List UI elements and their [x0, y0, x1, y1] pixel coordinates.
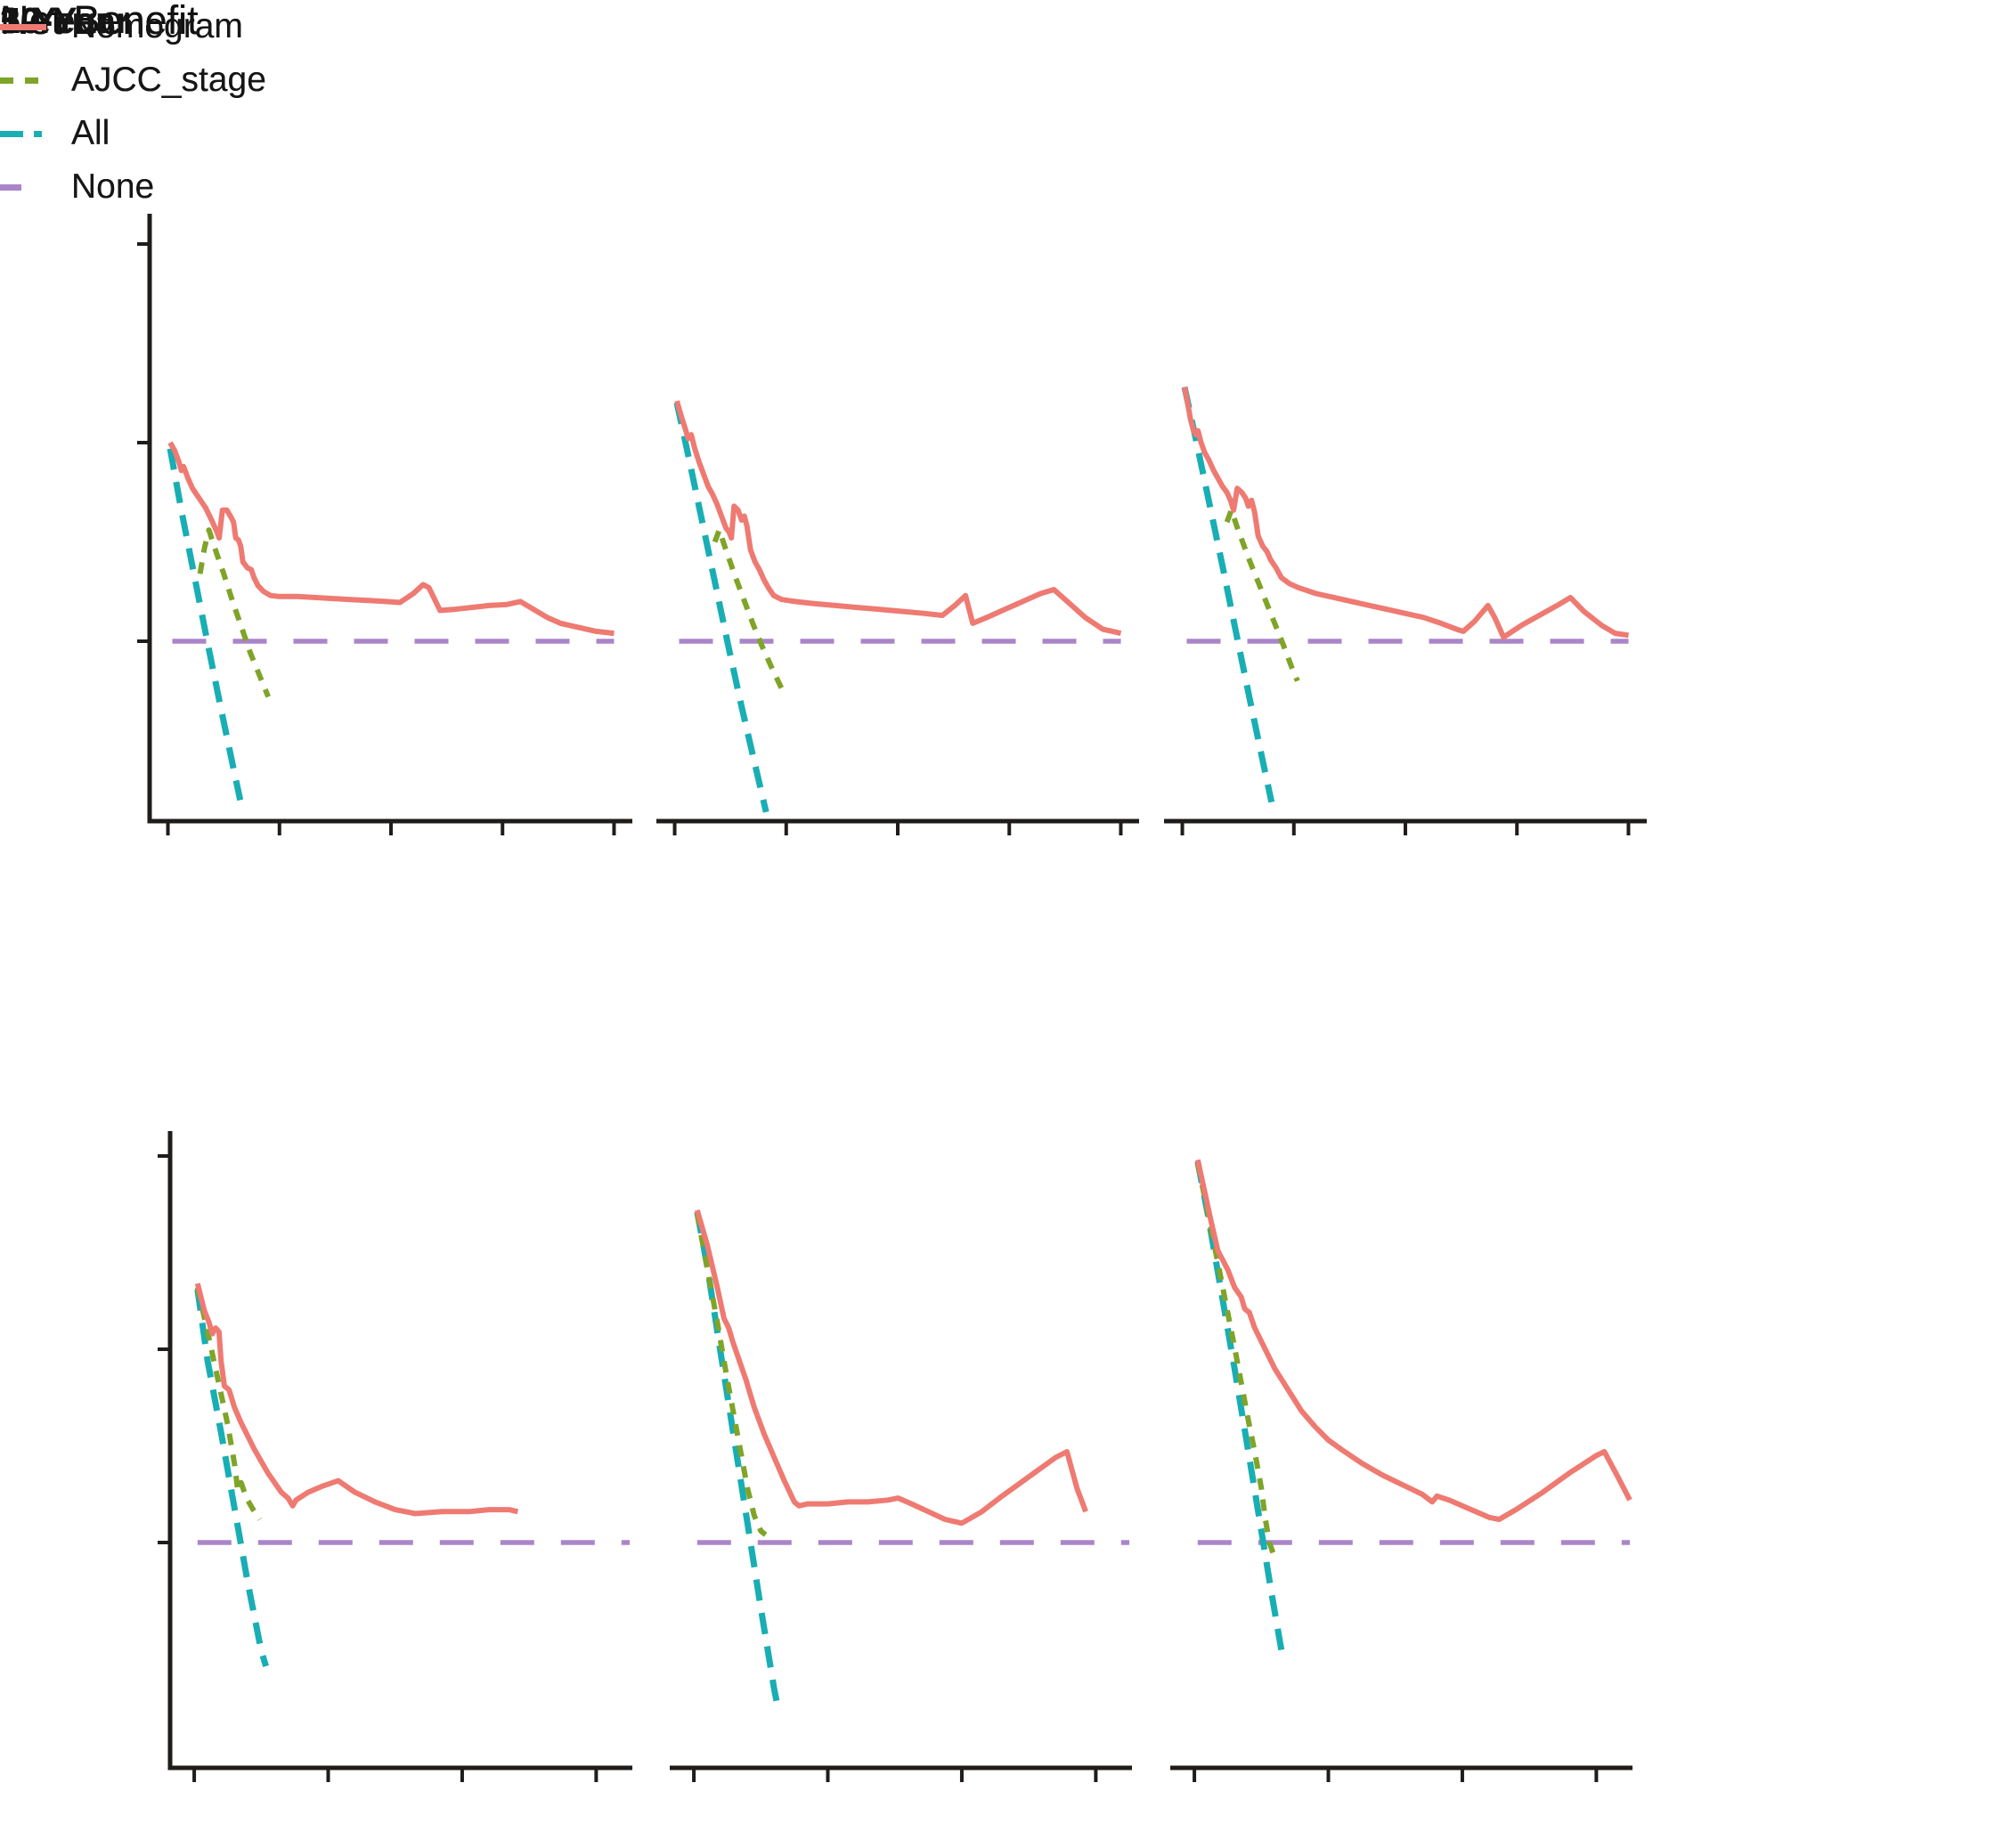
- legend-key-line-icon: [0, 184, 46, 191]
- legend-key-line-icon: [0, 24, 46, 30]
- series-ajcc-stage: [194, 1286, 263, 1521]
- null: Net Benefit: [0, 0, 199, 40]
- series-ajcc-stage: [712, 527, 785, 690]
- null: Net Benefit: [0, 0, 199, 40]
- series-all: [1181, 386, 1275, 803]
- y-axis-title-text: Net Benefit: [0, 0, 199, 43]
- null: 10-Year: [0, 0, 130, 42]
- series-all: [1194, 1160, 1285, 1652]
- series-all: [167, 448, 244, 802]
- legend-label: All: [71, 114, 110, 152]
- legend-entry-none: None: [0, 160, 266, 214]
- facet-strip-title: 5-Year: [0, 0, 110, 41]
- series-ajcc-stage: [1194, 1163, 1278, 1559]
- series-all: [194, 1289, 269, 1667]
- null: Nomogram AJCC_stage All None: [0, 0, 266, 214]
- series-nomogram: [1182, 387, 1629, 640]
- legend-entry-ajcc-stage: AJCC_stage: [0, 53, 266, 107]
- series-nomogram: [674, 400, 1122, 637]
- series-all: [673, 402, 769, 813]
- legend-key-line-icon: [0, 77, 46, 84]
- null: 10-Year: [0, 0, 130, 42]
- null: 3-Year: [0, 0, 110, 42]
- legend-label: None: [71, 167, 155, 206]
- null: 5-Year: [0, 0, 110, 42]
- facet-strip-title: 5-Year: [0, 0, 110, 41]
- facet-strip-title: 10-Year: [0, 0, 130, 41]
- series-nomogram: [694, 1209, 1088, 1526]
- legend-label: None: [71, 167, 155, 206]
- legend-entry-ajcc-stage: AJCC_stage: [0, 53, 266, 107]
- y-axis-title-text: Net Benefit: [0, 0, 199, 43]
- facet-strip-title: 10-Year: [0, 0, 130, 41]
- series-ajcc-stage: [694, 1213, 768, 1537]
- legend-key-line-icon: [0, 131, 46, 137]
- series-nomogram: [1194, 1159, 1633, 1522]
- series-ajcc-stage: [1224, 507, 1300, 682]
- legend-label: Nomogram: [71, 7, 243, 45]
- legend-label: AJCC_stage: [71, 61, 266, 99]
- series-ajcc-stage: [197, 527, 271, 698]
- facet-strip-title: 3-Year: [0, 0, 110, 41]
- null: 3-Year: [0, 0, 110, 42]
- series-nomogram: [167, 441, 615, 637]
- legend-label: Nomogram: [71, 7, 243, 45]
- legend-label: AJCC_stage: [71, 61, 266, 99]
- null: 5-Year: [0, 0, 110, 42]
- legend-entry-all: All: [0, 107, 266, 160]
- facet-strip-title: 3-Year: [0, 0, 110, 41]
- series-nomogram: [194, 1282, 519, 1517]
- legend-entry-nomogram: Nomogram: [0, 0, 266, 53]
- legend-label: All: [71, 114, 110, 152]
